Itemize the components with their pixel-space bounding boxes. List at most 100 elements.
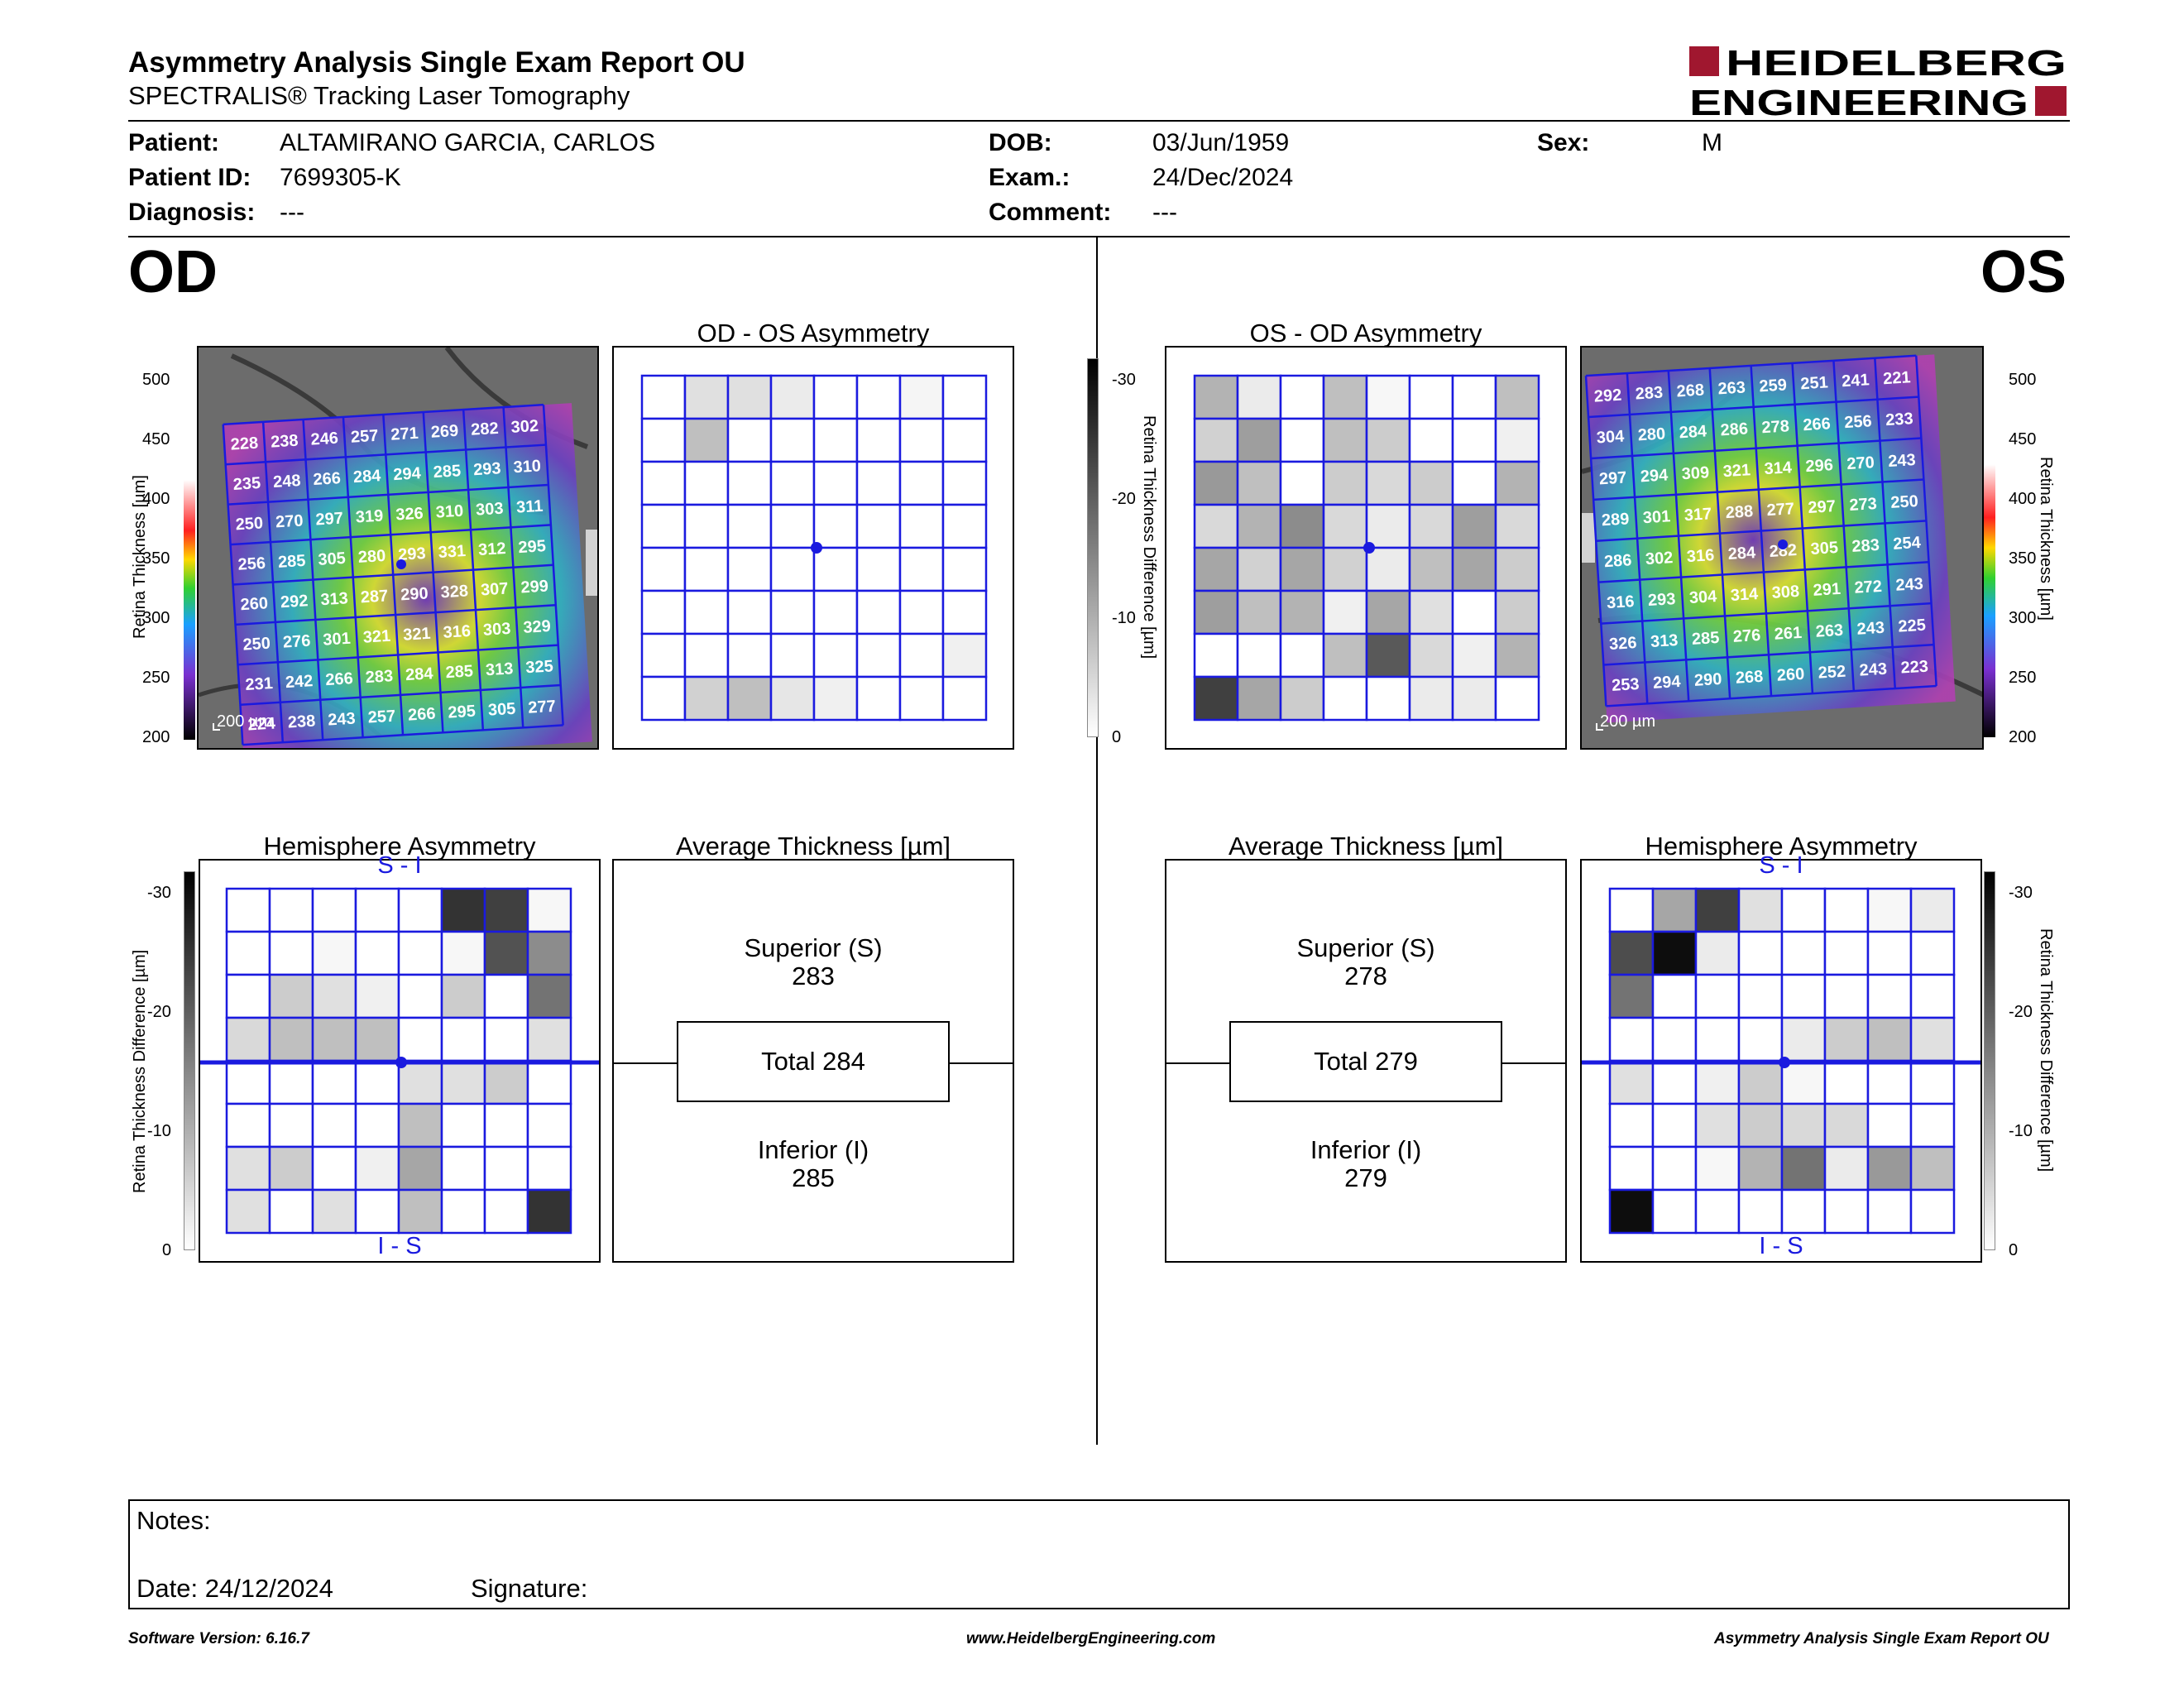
os-fundus-map: 292 283 268 263 259 251 241 221 304 280 284 286 278 2… (1581, 348, 1985, 750)
od-thickness-value: 266 (407, 705, 436, 725)
os-hemi-cell (1866, 1102, 1913, 1149)
os-thickness-value: 261 (1774, 624, 1803, 644)
os-tick-400: 400 (2009, 490, 2037, 508)
od-asym-cell (898, 589, 945, 635)
od-asym-cell (898, 374, 945, 420)
od-hemi-cell (354, 973, 400, 1019)
os-thickness-value: 294 (1652, 673, 1682, 693)
od-thickness-value: 310 (513, 457, 542, 477)
od-tick-400: 400 (142, 490, 170, 508)
os-asym-cell (1408, 417, 1454, 463)
report-title: Asymmetry Analysis Single Exam Report OU (128, 46, 745, 79)
date-label: Date: 24/12/2024 (136, 1574, 333, 1603)
od-thickness-value: 321 (362, 627, 391, 647)
os-hemi-title: Hemisphere Asymmetry (1645, 832, 1918, 861)
od-fundus-frame (197, 346, 599, 750)
os-asym-panel (1165, 346, 1567, 750)
od-thickness-value: 305 (487, 700, 516, 720)
os-asym-cell (1451, 503, 1497, 549)
od-thickness-value: 283 (365, 667, 394, 687)
od-asym-cell (726, 374, 773, 420)
notes-box[interactable]: Notes: Date: 24/12/2024 Signature: (128, 1499, 2070, 1609)
os-hemi-cell (1780, 1188, 1827, 1235)
od-thickness-value: 235 (232, 474, 261, 494)
od-hemi-title: Hemisphere Asymmetry (263, 832, 536, 861)
od-asym-cell (855, 460, 902, 506)
os-hemi-tick-m30: -30 (2009, 884, 2033, 902)
od-asym-cell (812, 589, 859, 635)
od-thickness-value: 325 (525, 657, 554, 677)
os-asym-cell (1365, 417, 1411, 463)
od-thickness-value: 284 (405, 664, 435, 684)
od-asym-cell (640, 589, 687, 635)
od-hemi-tick-m10: -10 (147, 1122, 171, 1140)
od-avg-title: Average Thickness [µm] (675, 832, 951, 861)
od-hemi-cell (397, 1188, 443, 1235)
os-hemi-cell (1909, 1102, 1956, 1149)
os-hemi-cell (1651, 1059, 1698, 1105)
os-tick-500: 500 (2009, 371, 2037, 389)
os-asym-cell (1193, 546, 1239, 592)
od-hemi-cell (526, 1102, 572, 1149)
os-inferior-label: Inferior (I) (1310, 1135, 1422, 1164)
dob-label: DOB: (989, 129, 1052, 156)
od-asym-cell (640, 675, 687, 722)
os-hemi-cell (1823, 887, 1870, 933)
od-thickness-value: 280 (357, 547, 386, 567)
os-thickness-colorbar (1984, 358, 1995, 737)
os-hemi-cell (1780, 1102, 1827, 1149)
os-thickness-value: 304 (1688, 587, 1718, 607)
os-hemi-cell (1694, 1016, 1741, 1062)
os-hemi-cell (1823, 1016, 1870, 1062)
od-asym-cell (640, 460, 687, 506)
od-thickness-value: 295 (518, 537, 547, 557)
od-is-label: I - S (377, 1233, 422, 1259)
od-thickness-value: 231 (245, 674, 274, 694)
os-asym-cell (1494, 460, 1540, 506)
os-hemi-cell (1694, 1059, 1741, 1105)
od-thickness-value: 313 (485, 659, 514, 679)
os-hemi-cell (1823, 1188, 1870, 1235)
os-thickness-value: 305 (1810, 539, 1839, 559)
os-thickness-value: 282 (1769, 541, 1798, 561)
od-asym-cell (726, 589, 773, 635)
od-asym-cell (812, 417, 859, 463)
od-asym-cell (726, 546, 773, 592)
od-thickness-value: 285 (277, 552, 306, 572)
os-thickness-value: 233 (1885, 410, 1914, 429)
od-thickness-value: 271 (390, 424, 419, 444)
os-hemi-cell (1866, 887, 1913, 933)
os-inferior-value: 279 (1344, 1163, 1387, 1192)
od-asym-cell (683, 374, 730, 420)
os-thickness-value: 289 (1601, 510, 1630, 530)
od-thickness-value: 292 (280, 592, 309, 611)
od-thickness-value: 311 (515, 497, 544, 517)
os-asym-cell (1494, 374, 1540, 420)
os-asym-cell (1408, 675, 1454, 722)
od-thickness-value: 257 (367, 707, 396, 727)
os-hemi-cell (1651, 1016, 1698, 1062)
os-hemi-cell (1737, 973, 1784, 1019)
os-total-box: Total 279 (1229, 1021, 1502, 1102)
os-scale-label: 200 µm (1600, 712, 1655, 731)
os-thickness-value: 301 (1642, 507, 1671, 527)
od-asym-cell (640, 632, 687, 679)
od-hemi-cell (268, 930, 314, 976)
os-hemi-cell (1608, 930, 1655, 976)
od-asym-cell (941, 546, 988, 592)
od-thickness-value: 224 (247, 714, 277, 734)
od-tick-350: 350 (142, 549, 170, 568)
od-thickness-value: 276 (282, 632, 311, 652)
od-hemi-cell (440, 1102, 486, 1149)
os-asym-cell (1236, 503, 1282, 549)
od-superior-value: 283 (792, 961, 835, 990)
os-asym-cell (1408, 632, 1454, 679)
os-hemi-cell (1780, 1145, 1827, 1192)
os-asym-cell (1236, 460, 1282, 506)
od-thickness-value: 294 (393, 464, 423, 484)
od-asym-cell (769, 675, 816, 722)
os-asym-cell (1279, 503, 1325, 549)
os-thickness-value: 321 (1722, 461, 1751, 481)
logo-text-1: HEIDELBERG (1726, 43, 2067, 84)
os-asym-cell (1494, 417, 1540, 463)
